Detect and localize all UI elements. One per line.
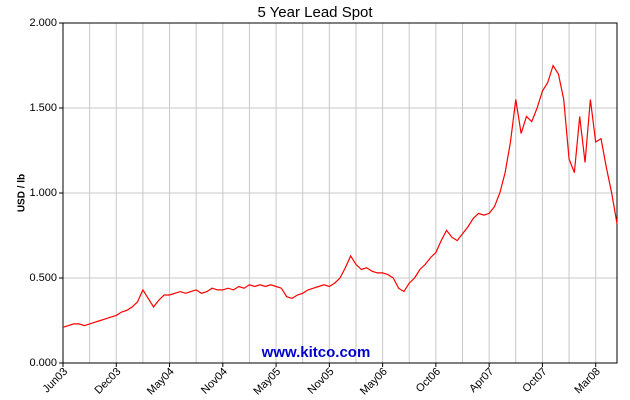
chart-title: 5 Year Lead Spot (257, 4, 373, 21)
y-tick-label: 2.000 (29, 17, 57, 29)
x-tick-label: Apr07 (467, 366, 496, 395)
x-tick-label: Mar08 (572, 366, 603, 397)
y-axis-label: USD / lb (17, 174, 28, 212)
x-tick-label: May05 (251, 366, 283, 398)
x-tick-label: Jun03 (40, 366, 70, 396)
x-tick-label: Nov05 (306, 366, 337, 397)
x-tick-label: Oct07 (520, 366, 549, 395)
x-tick-label: Oct06 (414, 366, 443, 395)
y-tick-label: 1.000 (29, 187, 57, 199)
watermark: www.kitco.com (261, 344, 371, 361)
x-tick-label: May06 (358, 366, 390, 398)
y-tick-label: 0.000 (29, 357, 57, 369)
x-tick-label: May04 (145, 366, 177, 398)
y-tick-label: 0.500 (29, 272, 57, 284)
plot-border (62, 22, 618, 364)
y-tick-label: 1.500 (29, 102, 57, 114)
x-tick-label: Nov04 (199, 366, 230, 397)
data-line (62, 64, 618, 328)
x-tick-label: Dec03 (92, 366, 123, 397)
